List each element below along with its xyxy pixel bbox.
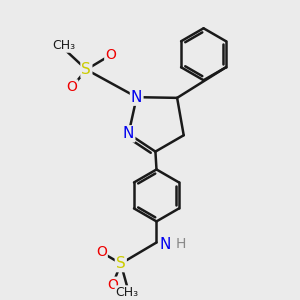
Text: S: S <box>82 62 91 77</box>
Text: O: O <box>96 245 107 259</box>
Text: CH₃: CH₃ <box>52 39 75 52</box>
Text: O: O <box>105 48 116 62</box>
Text: H: H <box>176 237 186 251</box>
Text: N: N <box>123 126 134 141</box>
Text: S: S <box>116 256 126 271</box>
Text: N: N <box>131 90 142 105</box>
Text: N: N <box>160 237 171 252</box>
Text: O: O <box>66 80 77 94</box>
Text: CH₃: CH₃ <box>116 286 139 299</box>
Text: O: O <box>107 278 118 292</box>
